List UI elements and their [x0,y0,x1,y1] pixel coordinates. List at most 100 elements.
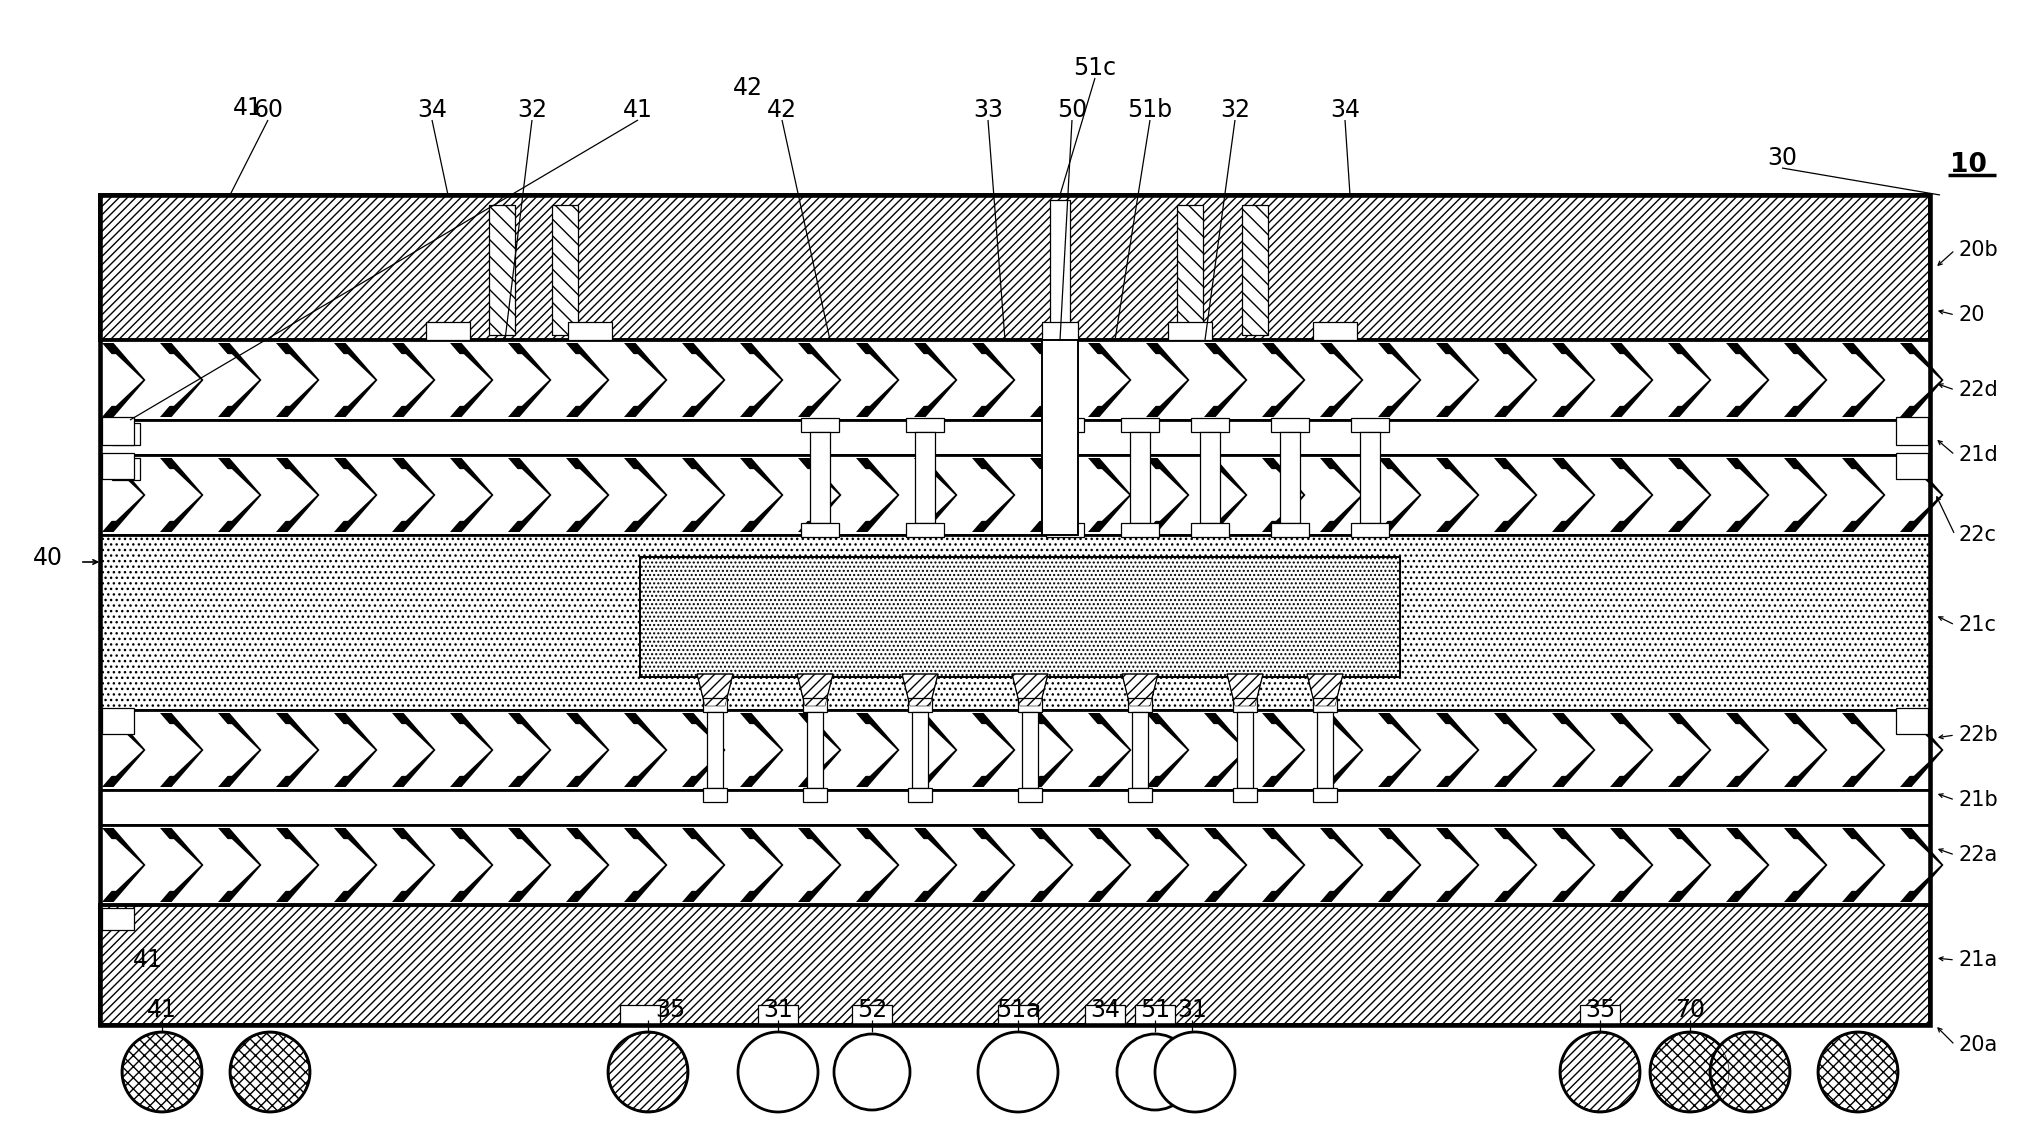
Text: 52: 52 [857,998,888,1022]
Bar [703,788,728,802]
Circle shape [1818,1033,1897,1112]
Polygon shape [1378,713,1421,787]
Polygon shape [334,458,377,531]
Polygon shape [740,713,784,787]
Polygon shape [1032,839,1070,891]
Polygon shape [916,839,955,891]
Text: 41: 41 [622,98,653,122]
Polygon shape [1088,828,1131,902]
Polygon shape [1609,713,1654,787]
Polygon shape [276,828,320,902]
Bar [1313,788,1338,802]
Polygon shape [1011,674,1048,706]
Polygon shape [1088,458,1131,531]
Polygon shape [742,355,780,405]
Polygon shape [101,458,146,531]
Bar [906,418,945,432]
Bar [1318,712,1334,788]
Polygon shape [101,828,146,902]
Polygon shape [914,713,957,787]
Polygon shape [1901,839,1942,891]
Polygon shape [1784,458,1828,531]
Polygon shape [1786,470,1824,521]
Polygon shape [162,724,201,776]
Polygon shape [902,674,939,706]
Polygon shape [221,839,259,891]
Text: 33: 33 [973,98,1003,122]
Text: 32: 32 [517,98,547,122]
Bar [1131,712,1147,788]
Bar [1192,418,1228,432]
Polygon shape [857,839,898,891]
Polygon shape [697,674,734,706]
Bar [758,1006,799,1025]
Polygon shape [221,470,259,521]
Text: 21c: 21c [1958,615,1997,635]
Text: 21b: 21b [1958,790,1999,810]
Polygon shape [855,458,900,531]
Bar [1018,698,1042,712]
Polygon shape [1149,470,1188,521]
Polygon shape [1030,828,1074,902]
Polygon shape [334,828,377,902]
Polygon shape [801,839,839,891]
Polygon shape [278,724,316,776]
Circle shape [1711,1033,1790,1112]
Bar [1018,788,1042,802]
Polygon shape [1439,839,1478,891]
Polygon shape [1435,343,1480,417]
Bar [1042,340,1078,535]
Polygon shape [1091,470,1129,521]
Polygon shape [1845,470,1883,521]
Polygon shape [1729,470,1768,521]
Text: 21d: 21d [1958,445,1999,465]
Polygon shape [801,355,839,405]
Polygon shape [1668,713,1711,787]
Polygon shape [1611,470,1652,521]
Polygon shape [566,828,610,902]
Polygon shape [1496,355,1534,405]
Text: 30: 30 [1768,146,1798,170]
Polygon shape [914,343,957,417]
Circle shape [977,1033,1058,1112]
Polygon shape [626,724,665,776]
Bar [1895,417,1928,445]
Text: 22b: 22b [1958,725,1999,745]
Bar [906,522,945,537]
Polygon shape [1901,355,1942,405]
Polygon shape [1032,724,1070,776]
Polygon shape [278,470,316,521]
Polygon shape [1265,355,1303,405]
Bar [707,712,724,788]
Circle shape [608,1033,687,1112]
Polygon shape [1727,343,1770,417]
Text: 20b: 20b [1958,240,1999,260]
Bar [1135,1006,1176,1025]
Polygon shape [276,713,320,787]
Polygon shape [1668,828,1711,902]
Bar [99,195,1930,1025]
Polygon shape [916,470,955,521]
Polygon shape [1845,724,1883,776]
Bar [1168,322,1212,340]
Polygon shape [626,839,665,891]
Polygon shape [391,828,436,902]
Polygon shape [1435,713,1480,787]
Polygon shape [568,355,608,405]
Polygon shape [855,343,900,417]
Polygon shape [1226,674,1263,706]
Polygon shape [101,713,146,787]
Polygon shape [1843,343,1885,417]
Polygon shape [452,724,491,776]
Polygon shape [160,713,203,787]
Polygon shape [1729,355,1768,405]
Polygon shape [511,724,549,776]
Text: 41: 41 [233,96,264,120]
Bar [1129,432,1149,522]
Polygon shape [568,470,608,521]
Text: 20a: 20a [1958,1035,1997,1055]
Polygon shape [450,458,493,531]
Polygon shape [1265,839,1303,891]
Polygon shape [103,839,144,891]
Text: 51c: 51c [1074,56,1117,80]
